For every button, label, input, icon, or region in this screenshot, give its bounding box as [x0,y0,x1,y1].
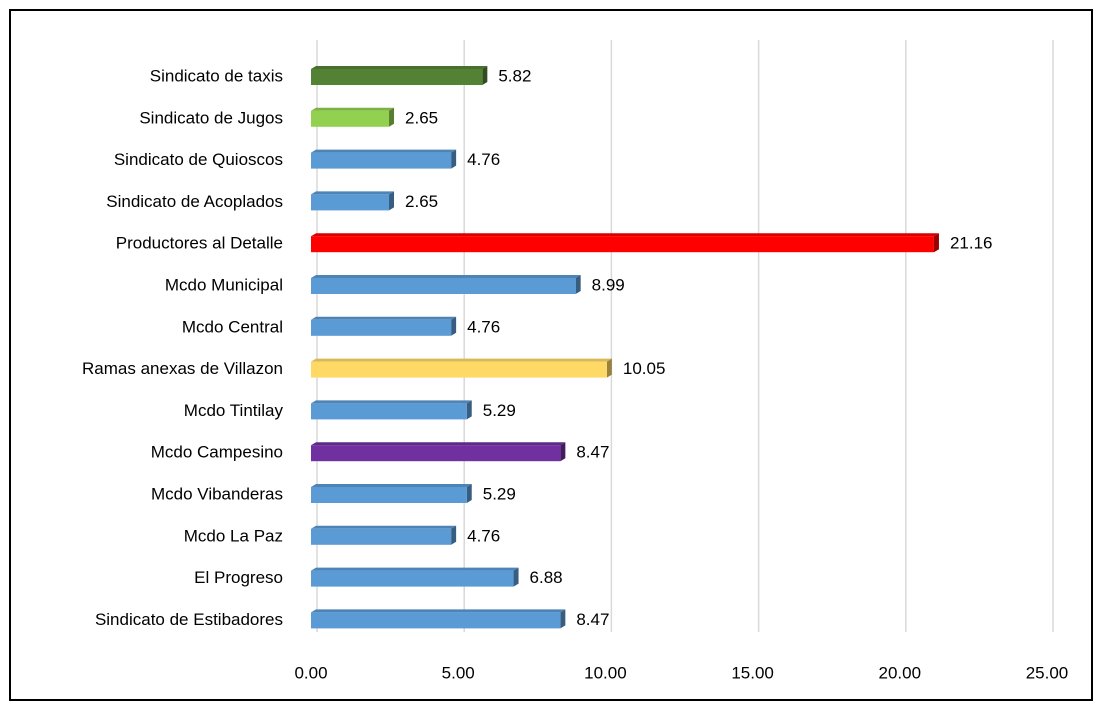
bar [311,361,607,378]
x-tick-label: 0.00 [294,663,327,682]
bar-side [389,107,395,127]
bar-top [311,233,939,237]
bar-top [311,66,488,69]
bar-top [311,358,612,362]
category-label: Productores al Detalle [116,234,283,253]
data-label: 2.65 [405,108,438,127]
data-label: 21.16 [950,234,993,253]
category-label: Sindicato de Jugos [139,108,283,127]
data-label: 4.76 [467,150,500,169]
bar [311,612,561,629]
bar [311,528,452,545]
bar-side [606,358,612,378]
bar-side [466,484,472,503]
data-label: 10.05 [623,359,666,378]
category-label: Sindicato de Quioscos [114,150,283,169]
category-label: Mcdo La Paz [184,526,283,545]
bar-top [311,525,457,529]
category-label: Sindicato de taxis [150,66,283,85]
data-label: 8.47 [576,443,609,462]
category-label: Mcdo Campesino [151,443,283,462]
x-tick-label: 25.00 [1026,663,1069,682]
bar-top [311,484,472,487]
data-label: 8.47 [576,610,609,629]
bar-top [311,567,519,571]
bar-top [311,400,472,404]
bar-side [482,66,488,85]
data-label: 5.29 [483,484,516,503]
category-label: Mcdo Vibanderas [151,484,283,503]
bar [311,487,467,503]
data-label: 4.76 [467,526,500,545]
bar-top [311,609,566,613]
bar-side [466,400,472,420]
bar-side [575,275,581,294]
bar [311,194,390,211]
data-label: 6.88 [530,568,563,587]
category-label: Ramas anexas de Villazon [82,359,283,378]
category-label: Sindicato de Acoplados [106,192,283,211]
bar-side [451,149,457,169]
bar [311,152,452,169]
bar-side [451,525,457,545]
x-tick-label: 5.00 [442,663,475,682]
data-label: 5.82 [498,66,531,85]
bar [311,69,483,85]
bar [311,110,390,127]
bar-side [513,567,519,587]
bar-top [311,316,457,320]
data-label: 8.99 [592,275,625,294]
bar-side [933,233,939,253]
bar [311,236,934,253]
bar-side [389,191,395,211]
x-tick-label: 10.00 [584,663,627,682]
bar [311,319,452,336]
data-label: 5.29 [483,401,516,420]
data-label: 4.76 [467,317,500,336]
bar [311,445,561,462]
category-label: El Progreso [194,568,283,587]
bar-side [560,609,566,629]
category-label: Sindicato de Estibadores [95,610,283,629]
category-label: Mcdo Tintilay [184,401,284,420]
bar-top [311,191,395,195]
bar [311,570,514,587]
data-label: 2.65 [405,192,438,211]
bar-side [560,442,566,462]
bar-top [311,149,457,153]
category-label: Mcdo Central [182,317,283,336]
bar-top [311,107,395,111]
bar [311,403,467,420]
x-tick-label: 20.00 [879,663,922,682]
bar-top [311,275,581,278]
x-tick-label: 15.00 [731,663,774,682]
bar-top [311,442,566,446]
bar-side [451,316,457,336]
bar [311,278,576,294]
chart-border [9,9,1093,701]
category-label: Mcdo Municipal [165,275,283,294]
